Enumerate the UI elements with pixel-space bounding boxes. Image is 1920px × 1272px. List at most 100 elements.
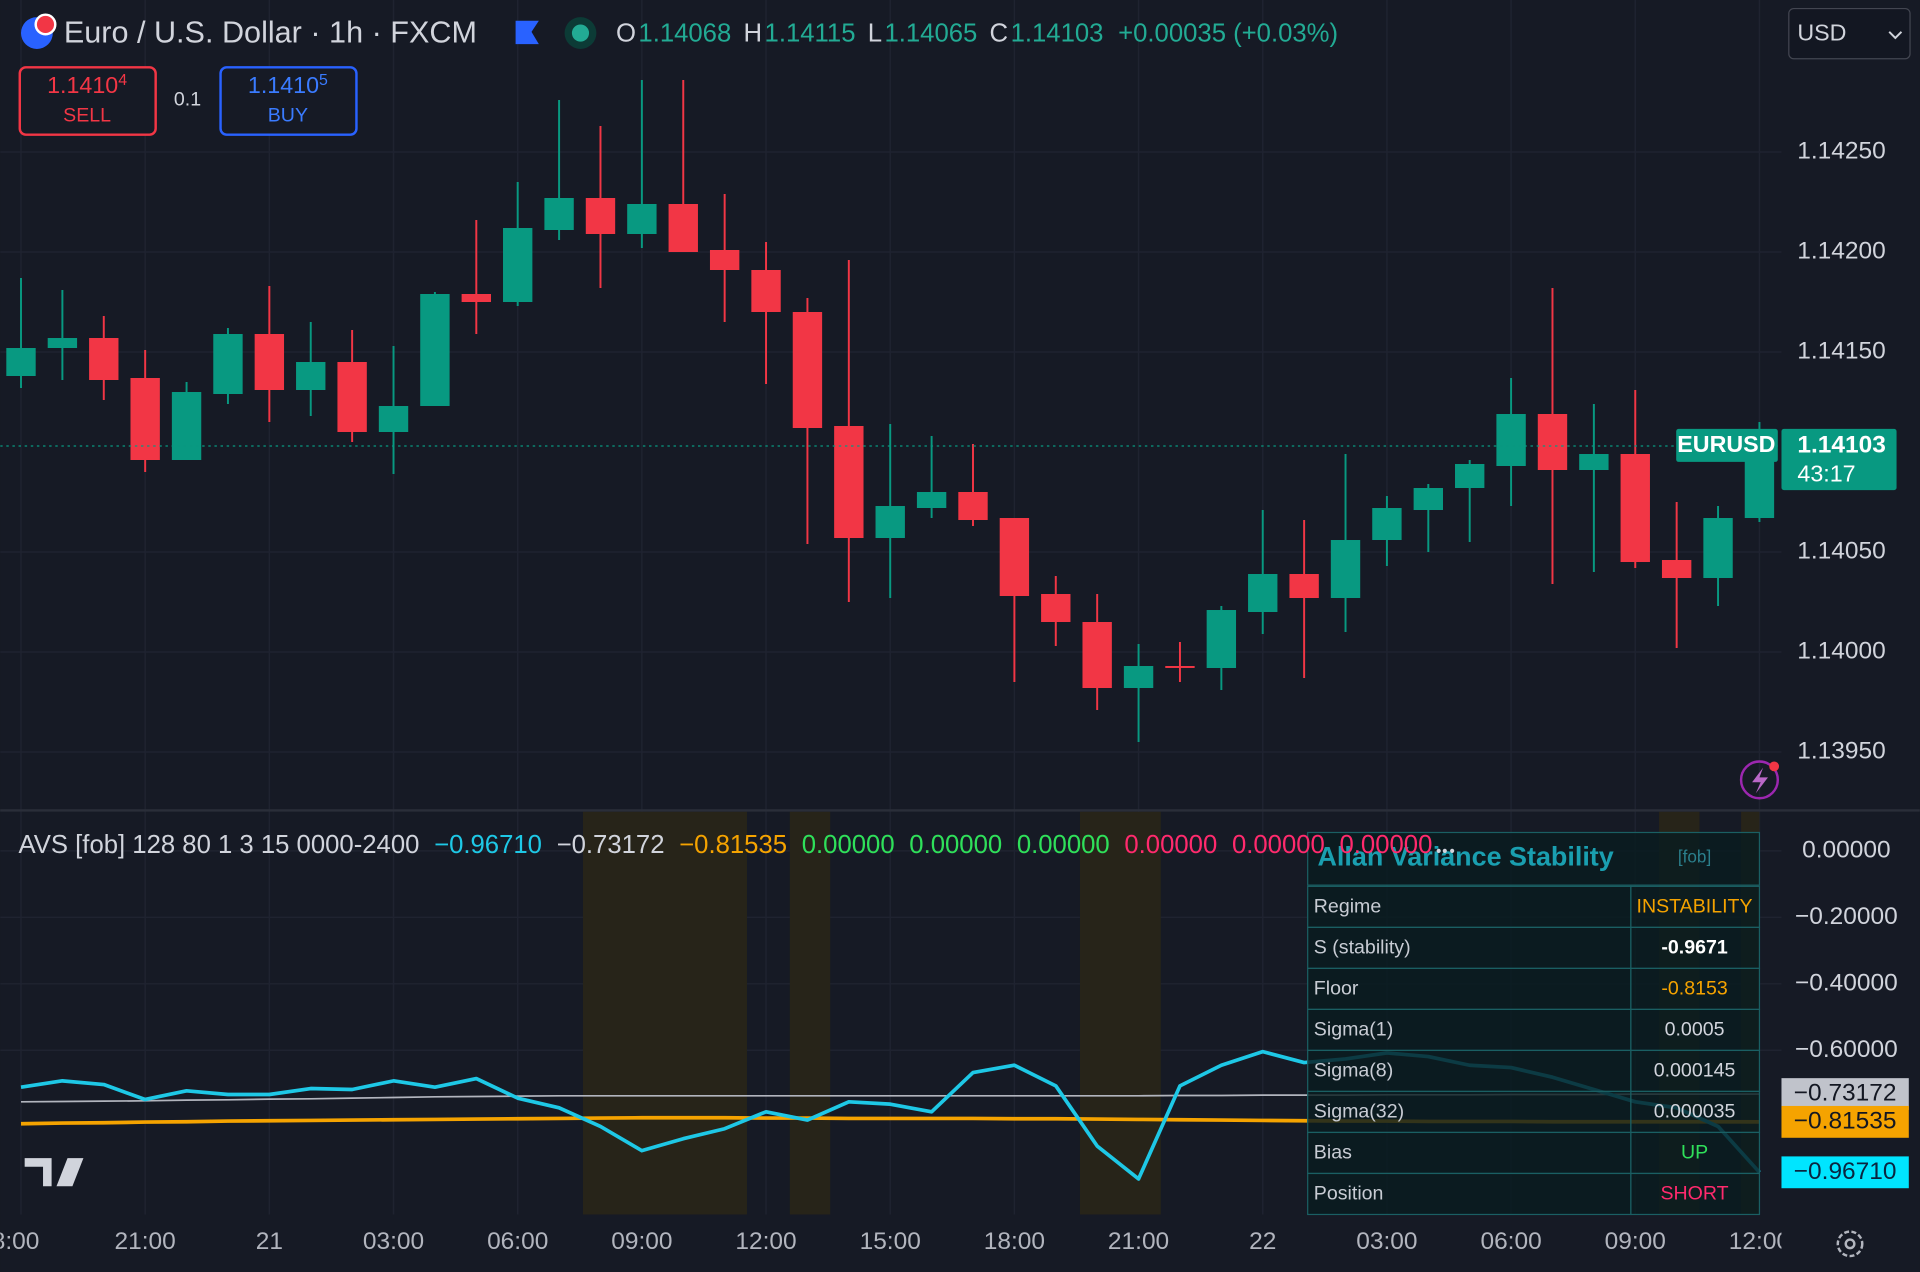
x-tick-label: 15:00 bbox=[860, 1228, 921, 1255]
ohlc-value: 1.14065 bbox=[884, 19, 977, 47]
candle-body bbox=[1537, 414, 1568, 471]
table-label: Sigma(8) bbox=[1314, 1059, 1393, 1081]
x-tick-label: 03:00 bbox=[1356, 1228, 1417, 1255]
last-value-label: −0.73172 bbox=[1794, 1080, 1897, 1107]
candle-body bbox=[544, 198, 574, 231]
x-tick-label: 09:00 bbox=[1605, 1228, 1666, 1255]
last-value-label: −0.81535 bbox=[1794, 1107, 1897, 1134]
alert-bolt bbox=[1752, 767, 1769, 794]
indicator-value: 0.00000 bbox=[802, 831, 895, 859]
currency-select[interactable] bbox=[1788, 7, 1911, 60]
candle-body bbox=[1703, 518, 1733, 579]
x-tick-label: 18:00 bbox=[984, 1228, 1045, 1255]
table-cell bbox=[1307, 1049, 1632, 1093]
sell-price: 1.14104 bbox=[47, 72, 127, 98]
table-value: -0.9671 bbox=[1661, 936, 1728, 958]
sell-label: SELL bbox=[63, 104, 111, 126]
candle-body bbox=[130, 378, 160, 461]
table-value: 0.000145 bbox=[1654, 1059, 1736, 1081]
candle-body bbox=[420, 294, 450, 407]
menu-dot[interactable] bbox=[1442, 848, 1447, 853]
sell-button[interactable] bbox=[18, 66, 157, 136]
candle-body bbox=[792, 312, 823, 429]
indicator-value: −0.73172 bbox=[557, 831, 665, 859]
y-tick-label: 1.14050 bbox=[1797, 537, 1885, 564]
x-axis: 18:00 21:00 21 03:00 06:00 09:00 12:00 15:00 18:… bbox=[0, 1228, 1781, 1255]
indicator-value: 0.00000 bbox=[1232, 831, 1325, 859]
symbol-icon-flag bbox=[34, 13, 57, 36]
table-cell bbox=[1307, 1131, 1632, 1175]
indicator-value: −0.81535 bbox=[679, 831, 787, 859]
x-tick-label: 09:00 bbox=[611, 1228, 672, 1255]
candle-body bbox=[1579, 454, 1609, 471]
buy-price-main: 1.1410 bbox=[248, 72, 319, 98]
settings-icon-core bbox=[1844, 1238, 1856, 1250]
candle-body bbox=[1289, 574, 1319, 599]
candle-body bbox=[296, 362, 326, 391]
candle-body bbox=[875, 506, 905, 539]
candle-body bbox=[627, 204, 657, 235]
candle-body bbox=[999, 518, 1030, 597]
candle-body bbox=[1455, 464, 1485, 489]
alert-icon[interactable] bbox=[1739, 760, 1780, 800]
buy-price: 1.14105 bbox=[248, 72, 328, 98]
price-tag-value: 1.14103 bbox=[1797, 431, 1885, 458]
quantity[interactable]: 0.1 bbox=[174, 89, 201, 111]
table-cell bbox=[1630, 967, 1761, 1011]
menu-dot[interactable] bbox=[1450, 848, 1455, 853]
candle-body bbox=[378, 406, 409, 433]
tradingview-logo[interactable] bbox=[24, 1158, 84, 1187]
candle-body bbox=[254, 334, 285, 391]
y-tick-label: 1.14150 bbox=[1797, 337, 1885, 364]
table-value: UP bbox=[1681, 1141, 1708, 1163]
table-cell bbox=[1630, 1172, 1761, 1216]
ohlc-key: L bbox=[868, 19, 882, 47]
candle-body bbox=[1413, 488, 1443, 511]
ohlc-key: O bbox=[616, 19, 636, 47]
table-value: -0.8153 bbox=[1661, 977, 1728, 999]
table-label: S (stability) bbox=[1314, 936, 1411, 958]
indicator-value: −0.96710 bbox=[434, 831, 542, 859]
table-label: Position bbox=[1314, 1182, 1384, 1204]
candle-body bbox=[1041, 594, 1071, 623]
table-cell bbox=[1630, 926, 1761, 969]
x-tick-label: 06:00 bbox=[1480, 1228, 1541, 1255]
candle-body bbox=[751, 270, 781, 313]
candle-body bbox=[1082, 622, 1112, 689]
menu-dot[interactable] bbox=[1436, 848, 1441, 853]
regime-band bbox=[789, 811, 831, 1215]
table-cell bbox=[1307, 885, 1632, 928]
candle-body bbox=[47, 338, 78, 349]
table-cell bbox=[1630, 1090, 1761, 1134]
symbol-tag-label: EURUSD bbox=[1677, 431, 1775, 457]
x-tick-label: 06:00 bbox=[487, 1228, 548, 1255]
alert-dot bbox=[1769, 761, 1780, 772]
market-status bbox=[571, 24, 590, 42]
buy-button[interactable] bbox=[219, 66, 358, 136]
table-title: Allan Variance Stability bbox=[1317, 841, 1613, 871]
currency-label: USD bbox=[1797, 19, 1846, 45]
last-value-label: −0.96710 bbox=[1794, 1158, 1897, 1185]
table-value: 0.000035 bbox=[1654, 1100, 1736, 1122]
settings-icon[interactable] bbox=[1836, 1230, 1864, 1258]
flag-icon[interactable] bbox=[515, 20, 539, 45]
ohlc-key: H bbox=[744, 19, 763, 47]
candle-body bbox=[585, 198, 616, 235]
candle-body bbox=[1206, 610, 1237, 669]
candle-body bbox=[1248, 574, 1278, 613]
y-tick-label: −0.20000 bbox=[1795, 903, 1898, 930]
indicator-name: AVS [fob] 128 80 1 3 15 0000-2400 bbox=[19, 831, 420, 859]
candle-body bbox=[958, 492, 988, 521]
candle-body bbox=[6, 348, 36, 377]
overlay: Allan Variance Stability [fob] Regime INSTA… bbox=[19, 831, 1761, 1216]
candle-body bbox=[1330, 540, 1361, 599]
x-tick-label: 22 bbox=[1249, 1228, 1276, 1255]
last-value-box bbox=[1781, 1156, 1909, 1189]
last-value-box bbox=[1781, 1105, 1909, 1138]
indicator-legend: AVS [fob] 128 80 1 3 15 0000-2400 −0.9671… bbox=[19, 831, 1433, 859]
table-label: Bias bbox=[1314, 1141, 1352, 1163]
candle-body bbox=[213, 334, 243, 395]
candle-body bbox=[834, 426, 864, 539]
symbol-title[interactable]: Euro / U.S. Dollar · 1h · FXCM bbox=[64, 15, 477, 49]
table-value: 0.0005 bbox=[1665, 1018, 1725, 1040]
